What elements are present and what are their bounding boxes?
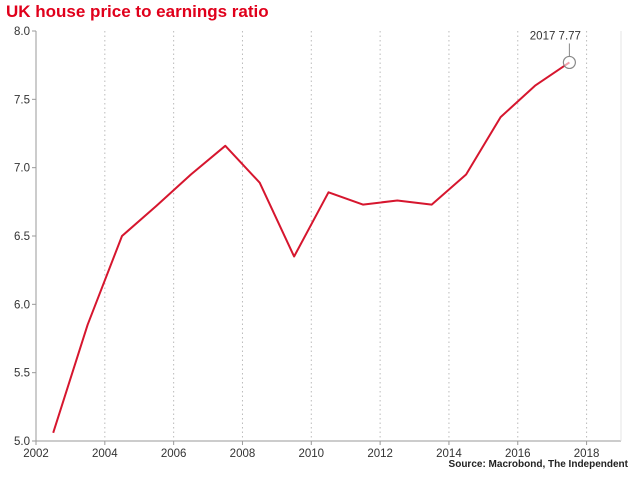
y-tick-label: 7.0 — [14, 163, 30, 175]
tick-labels: 5.0 5.5 6.0 6.5 7.0 7.5 8.0 2002 2004 2006 2008 201… — [14, 26, 599, 460]
x-tick-label: 2012 — [367, 448, 393, 460]
x-tick-label: 2004 — [92, 448, 118, 460]
x-tick-label: 2016 — [505, 448, 531, 460]
x-tick-label: 2002 — [23, 448, 49, 460]
annotation-marker — [562, 55, 576, 70]
x-tick-label: 2008 — [230, 448, 256, 460]
annotation-label: 2017 7.77 — [530, 30, 581, 42]
x-tick-label: 2014 — [436, 448, 462, 460]
series-line-0 — [52, 61, 570, 434]
source-note: Source: Macrobond, The Independent — [448, 459, 628, 470]
y-tick-label: 6.5 — [14, 231, 30, 243]
x-tick-label: 2010 — [298, 448, 324, 460]
y-tick-label: 7.5 — [14, 94, 30, 106]
annotations: 2017 7.77 — [530, 30, 581, 70]
y-tick-label: 8.0 — [14, 26, 30, 38]
series — [52, 61, 570, 434]
x-tick-label: 2006 — [161, 448, 187, 460]
y-tick-label: 5.0 — [14, 436, 30, 448]
y-tick-label: 5.5 — [14, 368, 30, 380]
chart-title: UK house price to earnings ratio — [6, 2, 269, 21]
y-tick-label: 6.0 — [14, 299, 30, 311]
axes — [32, 30, 622, 445]
grid-lines — [104, 31, 588, 441]
x-tick-label: 2018 — [574, 448, 600, 460]
